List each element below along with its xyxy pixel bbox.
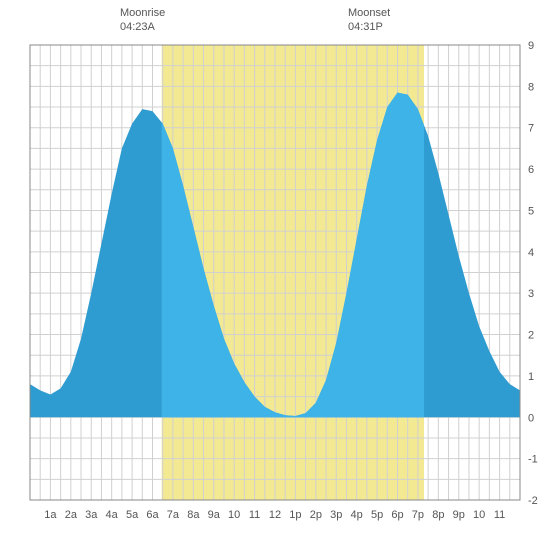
x-tick-label: 1p	[289, 509, 301, 521]
x-tick-label: 5a	[126, 509, 139, 521]
x-tick-label: 9a	[208, 509, 221, 521]
y-tick-label: 8	[528, 81, 534, 93]
x-tick-label: 9p	[453, 509, 465, 521]
x-tick-label: 1a	[44, 509, 57, 521]
x-tick-label: 7p	[412, 509, 424, 521]
x-tick-label: 3p	[330, 509, 342, 521]
x-tick-label: 10	[228, 509, 240, 521]
y-tick-label: 0	[528, 412, 534, 424]
x-tick-label: 3a	[85, 509, 98, 521]
y-tick-label: 9	[528, 40, 534, 52]
y-tick-label: 6	[528, 164, 534, 176]
y-tick-label: -2	[528, 495, 538, 507]
moonset-annotation: Moonset 04:31P	[348, 6, 390, 35]
x-tick-label: 12	[269, 509, 281, 521]
moonset-time: 04:31P	[348, 20, 390, 34]
x-tick-label: 2a	[65, 509, 78, 521]
x-tick-label: 4a	[106, 509, 119, 521]
y-tick-label: 7	[528, 123, 534, 135]
x-tick-label: 11	[494, 509, 505, 521]
x-tick-label: 8a	[187, 509, 200, 521]
x-tick-label: 4p	[351, 509, 363, 521]
x-tick-label: 8p	[432, 509, 444, 521]
y-tick-label: 3	[528, 288, 534, 300]
moonrise-annotation: Moonrise 04:23A	[120, 6, 165, 35]
moonset-label: Moonset	[348, 6, 390, 20]
x-tick-label: 10	[473, 509, 485, 521]
x-tick-label: 5p	[371, 509, 383, 521]
moonrise-label: Moonrise	[120, 6, 165, 20]
tide-chart: -2-101234567891a2a3a4a5a6a7a8a9a1011121p…	[0, 0, 550, 550]
y-tick-label: 1	[528, 371, 534, 383]
x-tick-label: 7a	[167, 509, 180, 521]
y-tick-label: 5	[528, 205, 534, 217]
moonrise-time: 04:23A	[120, 20, 165, 34]
x-tick-label: 6a	[146, 509, 159, 521]
x-tick-label: 6p	[391, 509, 403, 521]
x-tick-label: 11	[249, 509, 260, 521]
x-tick-label: 2p	[310, 509, 322, 521]
y-tick-label: -1	[528, 454, 538, 466]
y-tick-label: 4	[528, 247, 534, 259]
y-tick-label: 2	[528, 330, 534, 342]
